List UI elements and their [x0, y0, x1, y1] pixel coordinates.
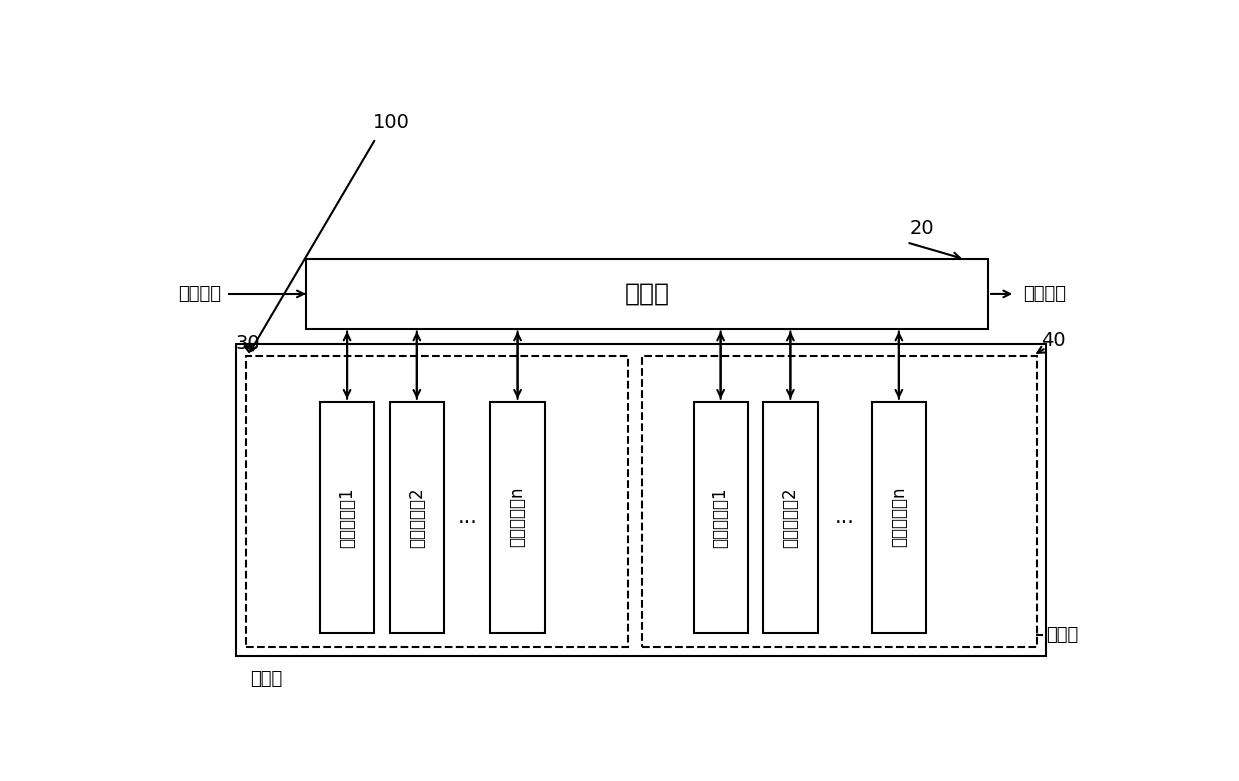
Bar [872, 401, 926, 633]
Text: ...: ... [457, 507, 477, 527]
Text: 异构执行体1: 异构执行体1 [711, 487, 730, 547]
Bar [491, 401, 545, 633]
Bar [642, 355, 1037, 647]
Text: 异构执行体n: 异构执行体n [508, 487, 527, 547]
Text: 30: 30 [235, 334, 260, 354]
Text: 异构执行体n: 异构执行体n [890, 487, 908, 547]
Text: 备选池: 备选池 [1046, 626, 1078, 644]
Bar [694, 401, 748, 633]
Text: 调度器: 调度器 [624, 282, 669, 306]
Bar [320, 401, 374, 633]
Bar [763, 401, 818, 633]
Text: ...: ... [835, 507, 855, 527]
Text: 40: 40 [1042, 330, 1067, 350]
Bar [247, 355, 628, 647]
Bar [390, 401, 444, 633]
Text: 异构执行体2: 异构执行体2 [782, 487, 799, 547]
Bar [237, 344, 1046, 656]
Text: 20: 20 [909, 219, 934, 238]
Text: 异构执行体1: 异构执行体1 [338, 487, 356, 547]
Text: 工作池: 工作池 [250, 669, 282, 688]
Text: 100: 100 [373, 113, 410, 133]
Text: 服务请求: 服务请求 [178, 285, 221, 303]
Text: 异构执行体2: 异构执行体2 [408, 487, 426, 547]
Bar [306, 259, 987, 329]
Text: 服务响应: 服务响应 [1023, 285, 1066, 303]
